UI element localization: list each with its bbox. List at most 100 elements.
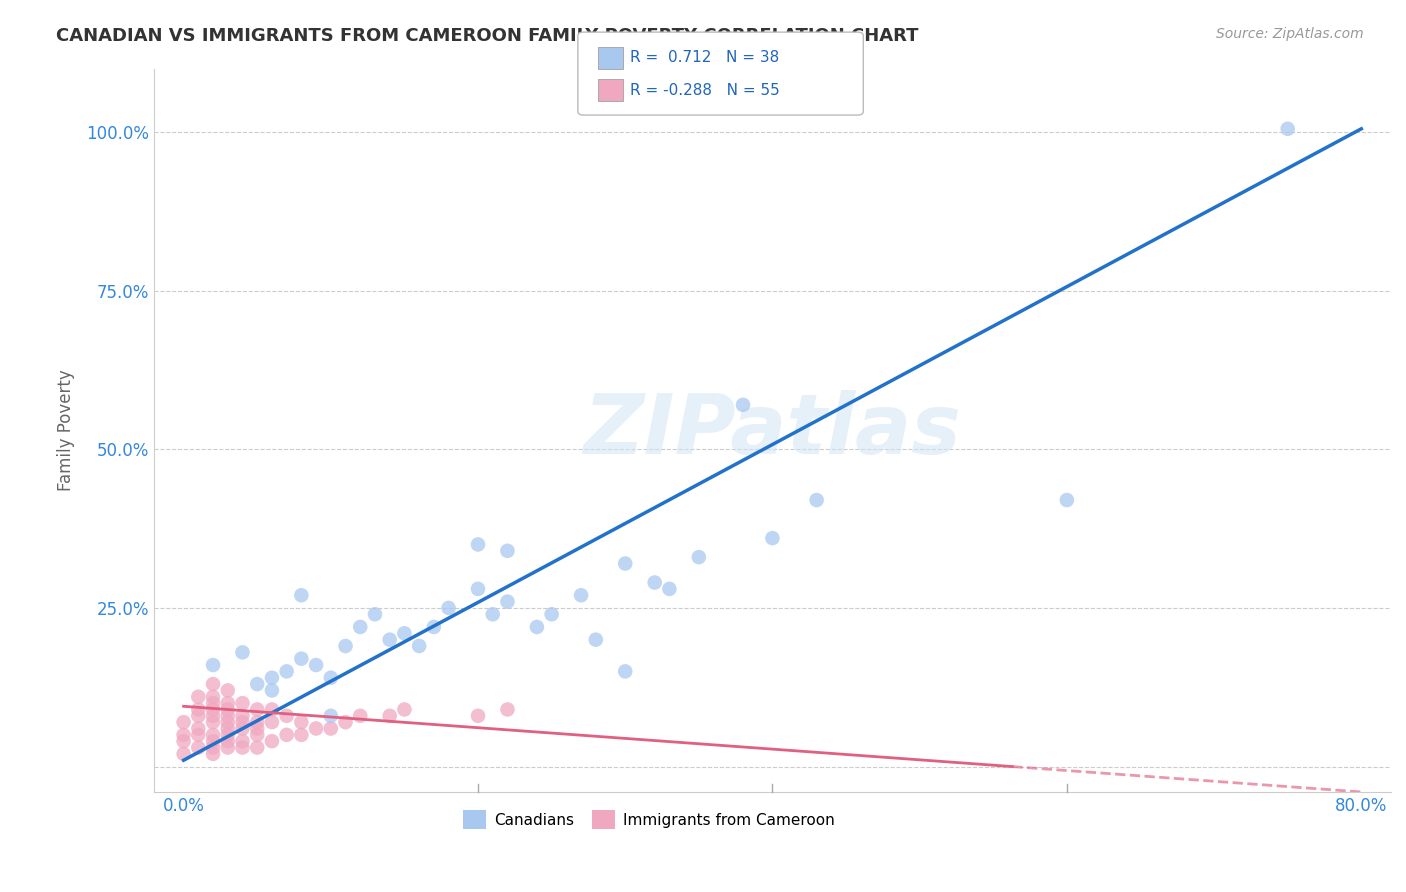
Point: [217, 696, 239, 710]
Point: [231, 722, 253, 736]
Point: [246, 740, 269, 755]
Point: [246, 722, 269, 736]
Point: [394, 702, 416, 716]
Point: [731, 398, 754, 412]
Point: [481, 607, 503, 622]
Point: [202, 690, 225, 704]
Point: [260, 715, 283, 730]
Point: [658, 582, 681, 596]
Point: [202, 740, 225, 755]
Point: [540, 607, 562, 622]
Point: [202, 696, 225, 710]
Point: [378, 632, 401, 647]
Point: [496, 544, 519, 558]
Point: [231, 645, 253, 659]
Point: [217, 734, 239, 748]
Point: [260, 683, 283, 698]
Point: [246, 728, 269, 742]
Text: ZIPatlas: ZIPatlas: [583, 390, 962, 471]
Point: [806, 493, 828, 508]
Point: [378, 708, 401, 723]
Point: [202, 702, 225, 716]
Point: [276, 708, 298, 723]
Legend: Canadians, Immigrants from Cameroon: Canadians, Immigrants from Cameroon: [457, 804, 841, 835]
Point: [260, 734, 283, 748]
Point: [246, 702, 269, 716]
Text: CANADIAN VS IMMIGRANTS FROM CAMEROON FAMILY POVERTY CORRELATION CHART: CANADIAN VS IMMIGRANTS FROM CAMEROON FAM…: [56, 27, 918, 45]
Point: [246, 715, 269, 730]
Point: [246, 677, 269, 691]
Point: [305, 658, 328, 673]
Point: [217, 740, 239, 755]
Point: [290, 728, 312, 742]
Y-axis label: Family Poverty: Family Poverty: [58, 369, 75, 491]
Point: [260, 702, 283, 716]
Point: [496, 594, 519, 608]
Point: [467, 708, 489, 723]
Point: [173, 715, 195, 730]
Point: [217, 722, 239, 736]
Point: [319, 722, 342, 736]
Point: [217, 708, 239, 723]
Point: [231, 740, 253, 755]
Text: Source: ZipAtlas.com: Source: ZipAtlas.com: [1216, 27, 1364, 41]
Point: [202, 708, 225, 723]
Point: [260, 671, 283, 685]
Point: [364, 607, 387, 622]
Point: [394, 626, 416, 640]
Point: [688, 550, 710, 565]
Point: [290, 651, 312, 665]
Point: [761, 531, 783, 545]
Point: [335, 639, 357, 653]
Point: [202, 728, 225, 742]
Point: [217, 715, 239, 730]
Point: [231, 715, 253, 730]
Point: [569, 588, 592, 602]
Point: [217, 702, 239, 716]
Point: [1277, 121, 1299, 136]
Point: [231, 734, 253, 748]
Point: [408, 639, 430, 653]
Point: [305, 722, 328, 736]
Point: [187, 708, 209, 723]
Point: [202, 734, 225, 748]
Point: [231, 708, 253, 723]
Point: [231, 696, 253, 710]
Text: R = -0.288   N = 55: R = -0.288 N = 55: [630, 83, 780, 97]
Point: [187, 690, 209, 704]
Point: [187, 722, 209, 736]
Point: [644, 575, 666, 590]
Point: [187, 728, 209, 742]
Point: [290, 715, 312, 730]
Point: [526, 620, 548, 634]
Point: [496, 702, 519, 716]
Point: [173, 728, 195, 742]
Point: [585, 632, 607, 647]
Point: [173, 734, 195, 748]
Point: [614, 665, 637, 679]
Point: [187, 702, 209, 716]
Point: [319, 708, 342, 723]
Point: [319, 671, 342, 685]
Point: [202, 677, 225, 691]
Point: [335, 715, 357, 730]
Point: [276, 665, 298, 679]
Point: [614, 557, 637, 571]
Point: [187, 740, 209, 755]
Point: [290, 588, 312, 602]
Point: [349, 708, 371, 723]
Point: [217, 683, 239, 698]
Point: [173, 747, 195, 761]
Point: [202, 658, 225, 673]
Point: [202, 747, 225, 761]
Point: [217, 728, 239, 742]
Point: [467, 582, 489, 596]
Point: [276, 728, 298, 742]
Point: [467, 537, 489, 551]
Point: [423, 620, 446, 634]
Text: R =  0.712   N = 38: R = 0.712 N = 38: [630, 51, 779, 65]
Point: [437, 601, 460, 615]
Point: [202, 715, 225, 730]
Point: [349, 620, 371, 634]
Point: [1056, 493, 1078, 508]
